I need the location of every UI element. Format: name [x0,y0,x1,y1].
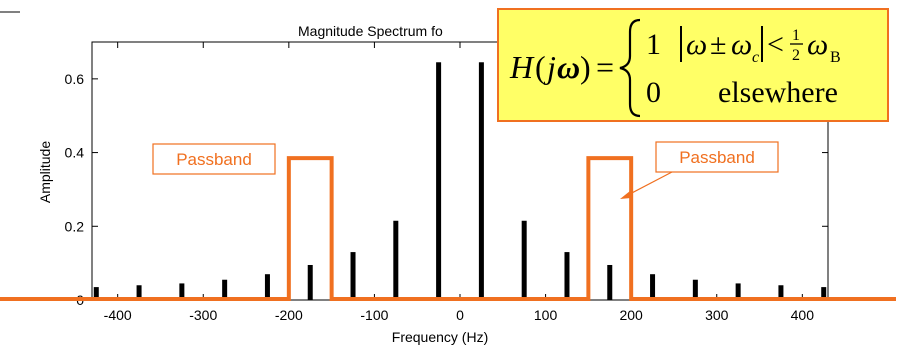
formula-case1-lt: < [767,28,784,61]
spectrum-bar [136,285,142,300]
spectrum-bar [521,220,527,300]
formula-lhs-paren-close: ) [580,49,591,85]
spectrum-bar [93,287,99,300]
x-tick-label: -200 [275,307,303,323]
x-tick-label: 0 [456,307,464,323]
formula-lhs-h: H [509,49,535,85]
spectrum-bar [564,252,570,300]
formula-case1-omega: ω [686,28,707,61]
spectrum-bar [607,264,613,300]
spectrum-bar [350,252,356,300]
formula-case1-sub-c: c [752,49,759,66]
formula-case1-sub-b: B [830,49,841,66]
formula-case2-condition: elsewhere [718,76,838,109]
formula-brace [619,18,641,118]
formula-background [497,8,889,122]
spectrum-bar [393,220,399,300]
formula-case1-pm: ± [710,28,726,61]
formula-half-denominator: 2 [792,47,800,64]
passband-label-right: Passband [679,148,755,167]
passband-arrow-head [620,191,631,199]
spectrum-bars [93,62,827,301]
spectrum-bar [307,264,313,300]
x-tick-label: -400 [104,307,132,323]
spectrum-bar [222,279,228,300]
formula-half-numerator: 1 [792,27,800,44]
y-tick-label: 0.2 [65,218,85,234]
y-axis-label: Amplitude [37,141,53,203]
passband-annotation-right: Passband [620,141,779,199]
formula-case1-omega-b: ω [807,28,828,61]
spectrum-bar [478,62,484,301]
x-tick-label: -100 [360,307,388,323]
x-tick-label: 300 [705,307,729,323]
passband-label-box-left [152,143,276,175]
spectrum-bar [821,287,827,300]
passband-arrow-line [625,171,673,197]
transfer-function-box: H ( j ω ) = 1 ω ± ω c < 1 2 ω B 0 elsewh… [497,8,889,122]
formula-equals: = [596,49,614,85]
formula-lhs-paren-open: ( [535,49,546,85]
spectrum-bar [179,283,185,300]
formula-case2-value: 0 [646,76,661,109]
spectrum-bar [735,283,741,300]
x-ticks: -400 -300 -200 -100 0 100 200 300 400 [104,42,815,323]
passband-label-left: Passband [176,150,252,169]
formula-lhs-j: j [543,49,556,85]
formula-case1-value: 1 [646,28,661,61]
spectrum-bar [778,285,784,300]
passband-label-box-right [655,141,779,173]
passband-annotation-left: Passband [152,143,276,175]
spectrum-bar [264,274,270,300]
chart-title: Magnitude Spectrum fo [298,23,443,39]
x-axis-label: Frequency (Hz) [392,329,488,345]
formula-case1-omega-c: ω [731,28,752,61]
spectrum-bar [692,279,698,300]
spectrum-bar [436,62,442,301]
x-tick-label: 100 [534,307,558,323]
formula-lhs-omega: ω [557,49,580,85]
x-tick-label: 200 [619,307,643,323]
spectrum-bar [650,274,656,300]
y-tick-label: 0.4 [65,145,85,161]
x-tick-label: 400 [791,307,815,323]
x-tick-label: -300 [189,307,217,323]
y-tick-label: 0.6 [65,71,85,87]
filter-response-line [0,156,896,301]
